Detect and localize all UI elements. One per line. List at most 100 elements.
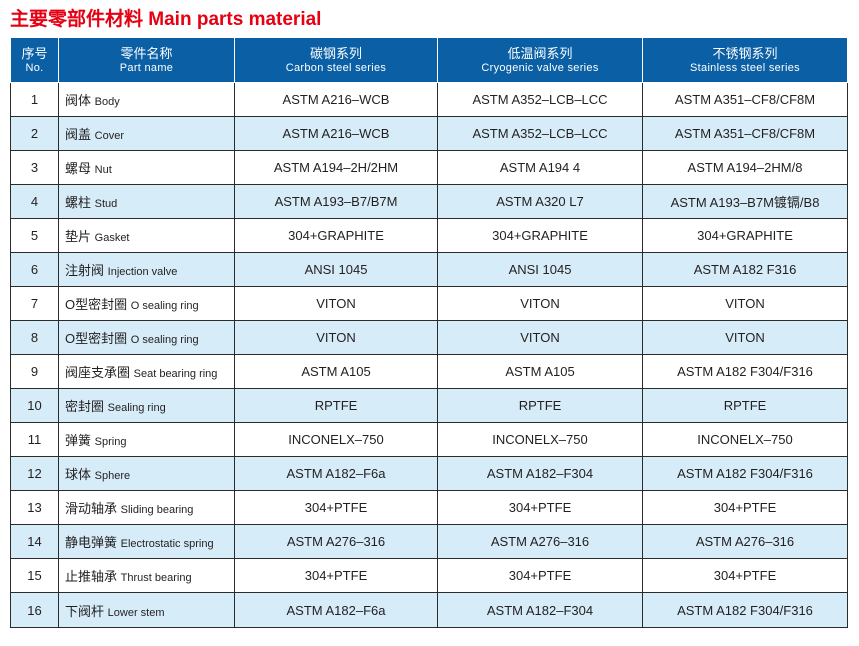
stainless-steel-material: VITON [642,286,848,321]
part-name-cn: 下阀杆 [65,603,105,619]
stainless-steel-material: 304+PTFE [642,490,848,525]
part-name-en: Body [94,96,120,108]
part-name-cn: O型密封圈 [65,297,128,312]
carbon-steel-material: ASTM A182–F6a [234,456,438,491]
stainless-steel-material: ASTM A351–CF8/CF8M [642,116,848,151]
table-row: 11 弹簧 Spring INCONELX–750 INCONELX–750 I… [10,422,848,457]
part-name: 下阀杆 Lower stem [58,592,235,628]
row-number: 10 [10,388,59,423]
part-name-en: Stud [94,198,118,210]
row-number: 13 [10,490,59,525]
cryogenic-material: 304+PTFE [437,490,643,525]
part-name-en: Seat bearing ring [133,368,218,380]
cryogenic-material: ASTM A105 [437,354,643,389]
table-row: 4 螺柱 Stud ASTM A193–B7/B7M ASTM A320 L7 … [10,184,848,219]
row-number: 12 [10,456,59,491]
header-part-name-en: Part name [119,61,174,74]
header-part-name-cn: 零件名称 [120,45,173,61]
header-cryogenic-cn: 低温阀系列 [507,45,573,61]
part-name-cn: 止推轴承 [65,569,118,584]
cryogenic-material: ASTM A182–F304 [437,456,643,491]
row-number: 16 [10,592,59,628]
header-carbon-steel-cn: 碳钢系列 [309,45,362,61]
header-no-cn: 序号 [21,45,48,61]
header-part-name: 零件名称 Part name [58,37,235,83]
part-name-en: Electrostatic spring [120,538,214,550]
row-number: 9 [10,354,59,389]
carbon-steel-material: 304+PTFE [234,490,438,525]
cryogenic-material: VITON [437,286,643,321]
cryogenic-material: ASTM A352–LCB–LCC [437,82,643,117]
carbon-steel-material: ASTM A193–B7/B7M [234,184,438,219]
table-header-row: 序号 No. 零件名称 Part name 碳钢系列 Carbon steel … [10,37,848,83]
table-row: 8 O型密封圈 O sealing ring VITON VITON VITON [10,320,848,355]
header-stainless-steel-en: Stainless steel series [690,61,800,74]
table-row: 15 止推轴承 Thrust bearing 304+PTFE 304+PTFE… [10,558,848,593]
stainless-steel-material: VITON [642,320,848,355]
cryogenic-material: RPTFE [437,388,643,423]
part-name: 滑动轴承 Sliding bearing [58,490,235,525]
row-number: 5 [10,218,59,253]
part-name-cn: 静电弹簧 [65,535,118,550]
carbon-steel-material: ASTM A182–F6a [234,592,438,628]
stainless-steel-material: RPTFE [642,388,848,423]
part-name: 阀体 Body [58,82,235,117]
carbon-steel-material: ASTM A194–2H/2HM [234,150,438,185]
part-name: 螺柱 Stud [58,184,235,219]
row-number: 7 [10,286,59,321]
header-stainless-steel: 不锈钢系列 Stainless steel series [642,37,848,83]
part-name-cn: 阀盖 [65,127,92,142]
cryogenic-material: 304+GRAPHITE [437,218,643,253]
part-name-cn: 阀体 [65,93,92,108]
cryogenic-material: ASTM A320 L7 [437,184,643,219]
cryogenic-material: 304+PTFE [437,558,643,593]
part-name-cn: 螺柱 [65,195,92,210]
part-name-en: Spring [94,436,127,448]
part-name-en: Lower stem [107,606,165,619]
table-row: 12 球体 Sphere ASTM A182–F6a ASTM A182–F30… [10,456,848,491]
row-number: 3 [10,150,59,185]
part-name-en: O sealing ring [130,300,199,312]
part-name-cn: 螺母 [65,161,92,176]
part-name-en: Gasket [94,232,130,244]
table-row: 3 螺母 Nut ASTM A194–2H/2HM ASTM A194 4 AS… [10,150,848,185]
table-row: 2 阀盖 Cover ASTM A216–WCB ASTM A352–LCB–L… [10,116,848,151]
header-no: 序号 No. [10,37,59,83]
stainless-steel-material: 304+GRAPHITE [642,218,848,253]
row-number: 14 [10,524,59,559]
stainless-steel-material: ASTM A182 F304/F316 [642,354,848,389]
carbon-steel-material: RPTFE [234,388,438,423]
header-no-en: No. [25,61,44,74]
table-row: 9 阀座支承圈 Seat bearing ring ASTM A105 ASTM… [10,354,848,389]
stainless-steel-material: ASTM A182 F304/F316 [642,592,848,628]
part-name-cn: 弹簧 [65,433,92,448]
carbon-steel-material: ASTM A105 [234,354,438,389]
part-name: 阀座支承圈 Seat bearing ring [58,354,235,389]
part-name-en: Nut [94,164,112,176]
carbon-steel-material: ANSI 1045 [234,252,438,287]
part-name-en: Sealing ring [107,402,166,414]
part-name: 垫片 Gasket [58,218,235,253]
header-cryogenic-en: Cryogenic valve series [481,61,599,74]
carbon-steel-material: ASTM A216–WCB [234,116,438,151]
carbon-steel-material: VITON [234,320,438,355]
part-name: 弹簧 Spring [58,422,235,457]
cryogenic-material: ASTM A182–F304 [437,592,643,628]
stainless-steel-material: ASTM A276–316 [642,524,848,559]
carbon-steel-material: 304+PTFE [234,558,438,593]
table-row: 13 滑动轴承 Sliding bearing 304+PTFE 304+PTF… [10,490,848,525]
part-name-en: Sliding bearing [120,504,194,516]
part-name: 螺母 Nut [58,150,235,185]
part-name-en: Cover [94,130,124,142]
cryogenic-material: ASTM A352–LCB–LCC [437,116,643,151]
cryogenic-material: ANSI 1045 [437,252,643,287]
header-cryogenic: 低温阀系列 Cryogenic valve series [437,37,643,83]
part-name-cn: 滑动轴承 [65,501,118,516]
carbon-steel-material: ASTM A276–316 [234,524,438,559]
stainless-steel-material: ASTM A351–CF8/CF8M [642,82,848,117]
row-number: 2 [10,116,59,151]
part-name: 注射阀 Injection valve [58,252,235,287]
part-name-cn: 注射阀 [65,263,105,278]
part-name-en: O sealing ring [130,334,199,346]
row-number: 4 [10,184,59,219]
